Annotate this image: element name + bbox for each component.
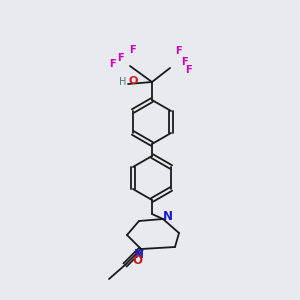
Text: F: F: [181, 57, 187, 67]
Text: F: F: [175, 46, 181, 56]
Text: N: N: [134, 248, 144, 260]
Text: O: O: [128, 76, 138, 86]
Text: O: O: [132, 254, 142, 268]
Text: N: N: [163, 211, 173, 224]
Text: F: F: [185, 65, 191, 75]
Text: F: F: [109, 59, 115, 69]
Text: F: F: [117, 53, 123, 63]
Text: H: H: [119, 77, 127, 87]
Text: F: F: [129, 45, 135, 55]
